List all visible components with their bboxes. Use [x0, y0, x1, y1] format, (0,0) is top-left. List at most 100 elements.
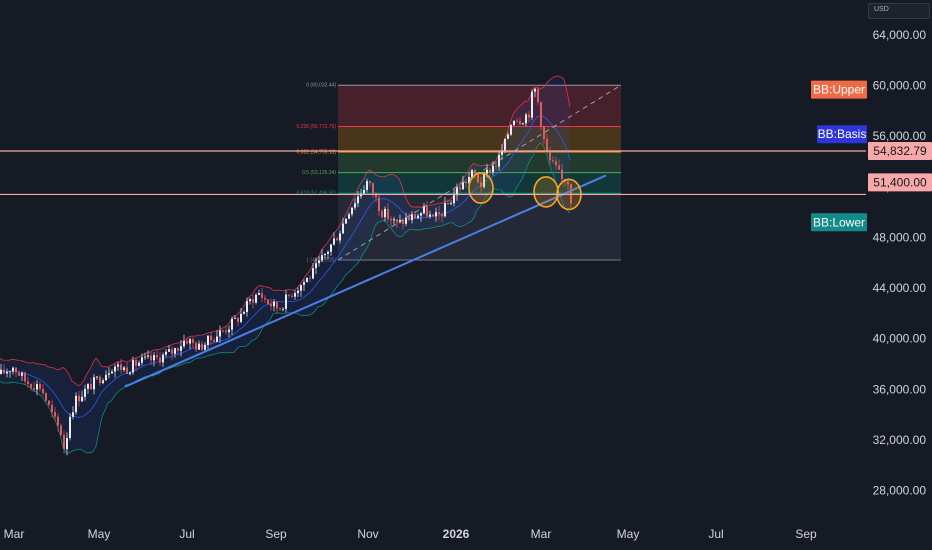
candle-body — [354, 203, 356, 208]
candle-body — [570, 184, 572, 204]
y-tick-label: 36,000.00 — [873, 382, 927, 396]
candle-body — [318, 260, 320, 264]
candle-body — [438, 212, 440, 214]
price-tag-label: BB:Lower — [813, 215, 865, 229]
fib-level-label: 0.382 (54,755.18) — [297, 149, 337, 155]
candle-body — [501, 150, 503, 155]
candle-body — [465, 181, 467, 184]
y-tick-label: 64,000.00 — [873, 28, 927, 42]
fib-level-label: 0 (60,032.44) — [306, 83, 336, 89]
fib-level-label: 0.618 (51,496.50) — [297, 191, 337, 197]
candle-body — [135, 360, 137, 366]
candle-body — [537, 88, 539, 103]
candle-body — [120, 364, 122, 370]
candle-body — [207, 335, 209, 345]
candle-body — [519, 121, 521, 125]
candle-body — [0, 369, 2, 375]
candle-body — [36, 383, 38, 390]
trendline[interactable] — [124, 174, 607, 388]
price-tag-box — [868, 173, 932, 192]
candle-body — [411, 214, 413, 221]
candle-body — [381, 211, 383, 218]
candle-body — [294, 293, 296, 297]
candle-body — [387, 208, 389, 220]
candle-body — [204, 344, 206, 350]
candle-body — [129, 372, 131, 374]
candle-body — [264, 297, 266, 300]
candle-body — [303, 282, 305, 285]
fib-zone-0 — [338, 85, 621, 127]
candle-body — [309, 277, 311, 279]
bb-lower-line — [0, 142, 571, 454]
candle-body — [144, 356, 146, 358]
candle-body — [261, 293, 263, 298]
candle-body — [141, 357, 143, 363]
candle-body — [162, 354, 164, 363]
candle-body — [246, 301, 248, 313]
candle-body — [555, 161, 557, 166]
candle-body — [39, 383, 41, 389]
candle-body — [48, 400, 50, 405]
candle-body — [165, 351, 167, 355]
candle-body — [213, 339, 215, 342]
candle-body — [81, 396, 83, 402]
candle-body — [96, 376, 98, 378]
candle-body — [18, 372, 20, 376]
candle-body — [534, 88, 536, 92]
candle-body — [225, 330, 227, 333]
y-tick-label: 60,000.00 — [873, 79, 927, 93]
candle-body — [384, 208, 386, 218]
candle-body — [306, 277, 308, 283]
candle-body — [363, 189, 365, 194]
candle-body — [450, 203, 452, 205]
y-tick-label: 28,000.00 — [873, 484, 927, 498]
candle-body — [66, 438, 68, 450]
candle-body — [150, 355, 152, 361]
candle-body — [561, 169, 563, 179]
x-axis[interactable]: Mar May Jul Sep Nov 2026 Mar May Jul Sep — [4, 527, 817, 541]
candle-body — [123, 367, 125, 370]
candle-body — [495, 165, 497, 167]
candle-body — [426, 206, 428, 217]
candle-body — [567, 181, 569, 185]
fibonacci-retracement[interactable]: 0 (60,032.44) 0.236 (56,772.76) 0.382 (54,… — [297, 83, 621, 264]
candle-body — [453, 195, 455, 204]
horizontal-price-lines[interactable] — [0, 150, 866, 196]
candle-body — [156, 355, 158, 358]
candle-body — [366, 181, 368, 190]
candle-body — [405, 217, 407, 224]
candle-body — [516, 120, 518, 122]
candle-body — [351, 207, 353, 215]
candle-body — [348, 214, 350, 219]
highlight-circle[interactable] — [468, 172, 494, 204]
candle-body — [180, 346, 182, 351]
y-tick-label: 44,000.00 — [873, 281, 927, 295]
highlight-circle[interactable] — [533, 176, 559, 208]
support-trendline[interactable] — [124, 174, 607, 388]
candle-body — [324, 253, 326, 256]
x-tick-label: May — [88, 527, 111, 541]
candle-body — [510, 125, 512, 135]
currency-badge[interactable]: USD — [868, 3, 930, 19]
candle-body — [249, 299, 251, 302]
candle-body — [489, 169, 491, 173]
candle-body — [288, 294, 290, 296]
candle-body — [168, 349, 170, 352]
candle-body — [117, 364, 119, 367]
candle-body — [183, 341, 185, 347]
candle-body — [474, 170, 476, 175]
candle-body — [378, 197, 380, 212]
candle-body — [528, 114, 530, 118]
candle-body — [447, 203, 449, 205]
candle-body — [186, 341, 188, 344]
candle-body — [57, 416, 59, 426]
candle-body — [273, 301, 275, 307]
y-tick-label: 32,000.00 — [873, 433, 927, 447]
candle-body — [459, 187, 461, 190]
candle-body — [15, 367, 17, 373]
candle-body — [372, 183, 374, 194]
candle-body — [210, 335, 212, 340]
candle-body — [45, 393, 47, 401]
